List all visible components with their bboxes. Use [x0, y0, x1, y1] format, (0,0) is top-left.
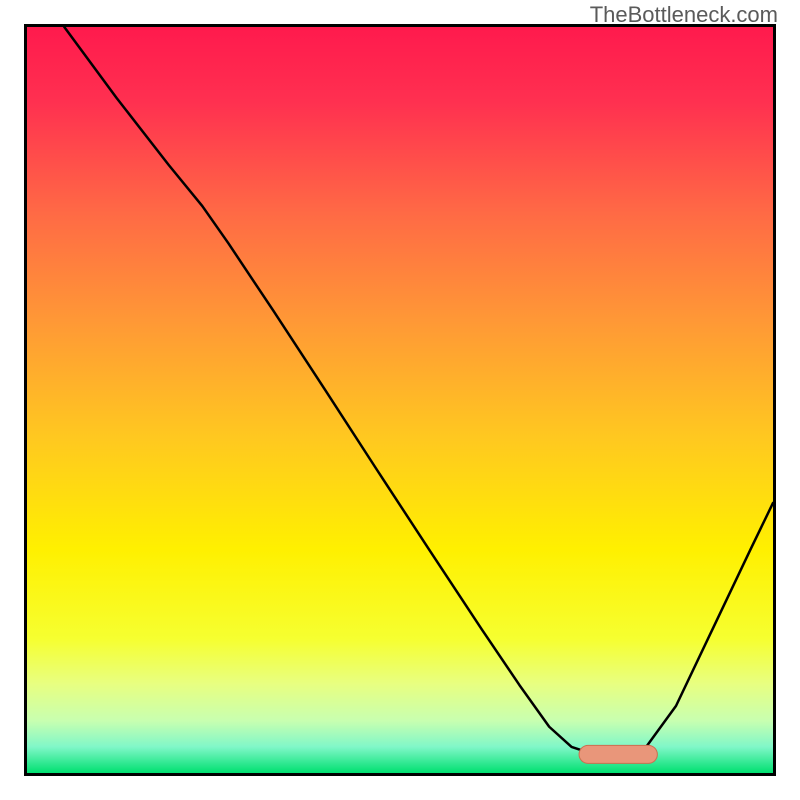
- watermark-text: TheBottleneck.com: [590, 2, 778, 28]
- plot-border: [24, 24, 776, 776]
